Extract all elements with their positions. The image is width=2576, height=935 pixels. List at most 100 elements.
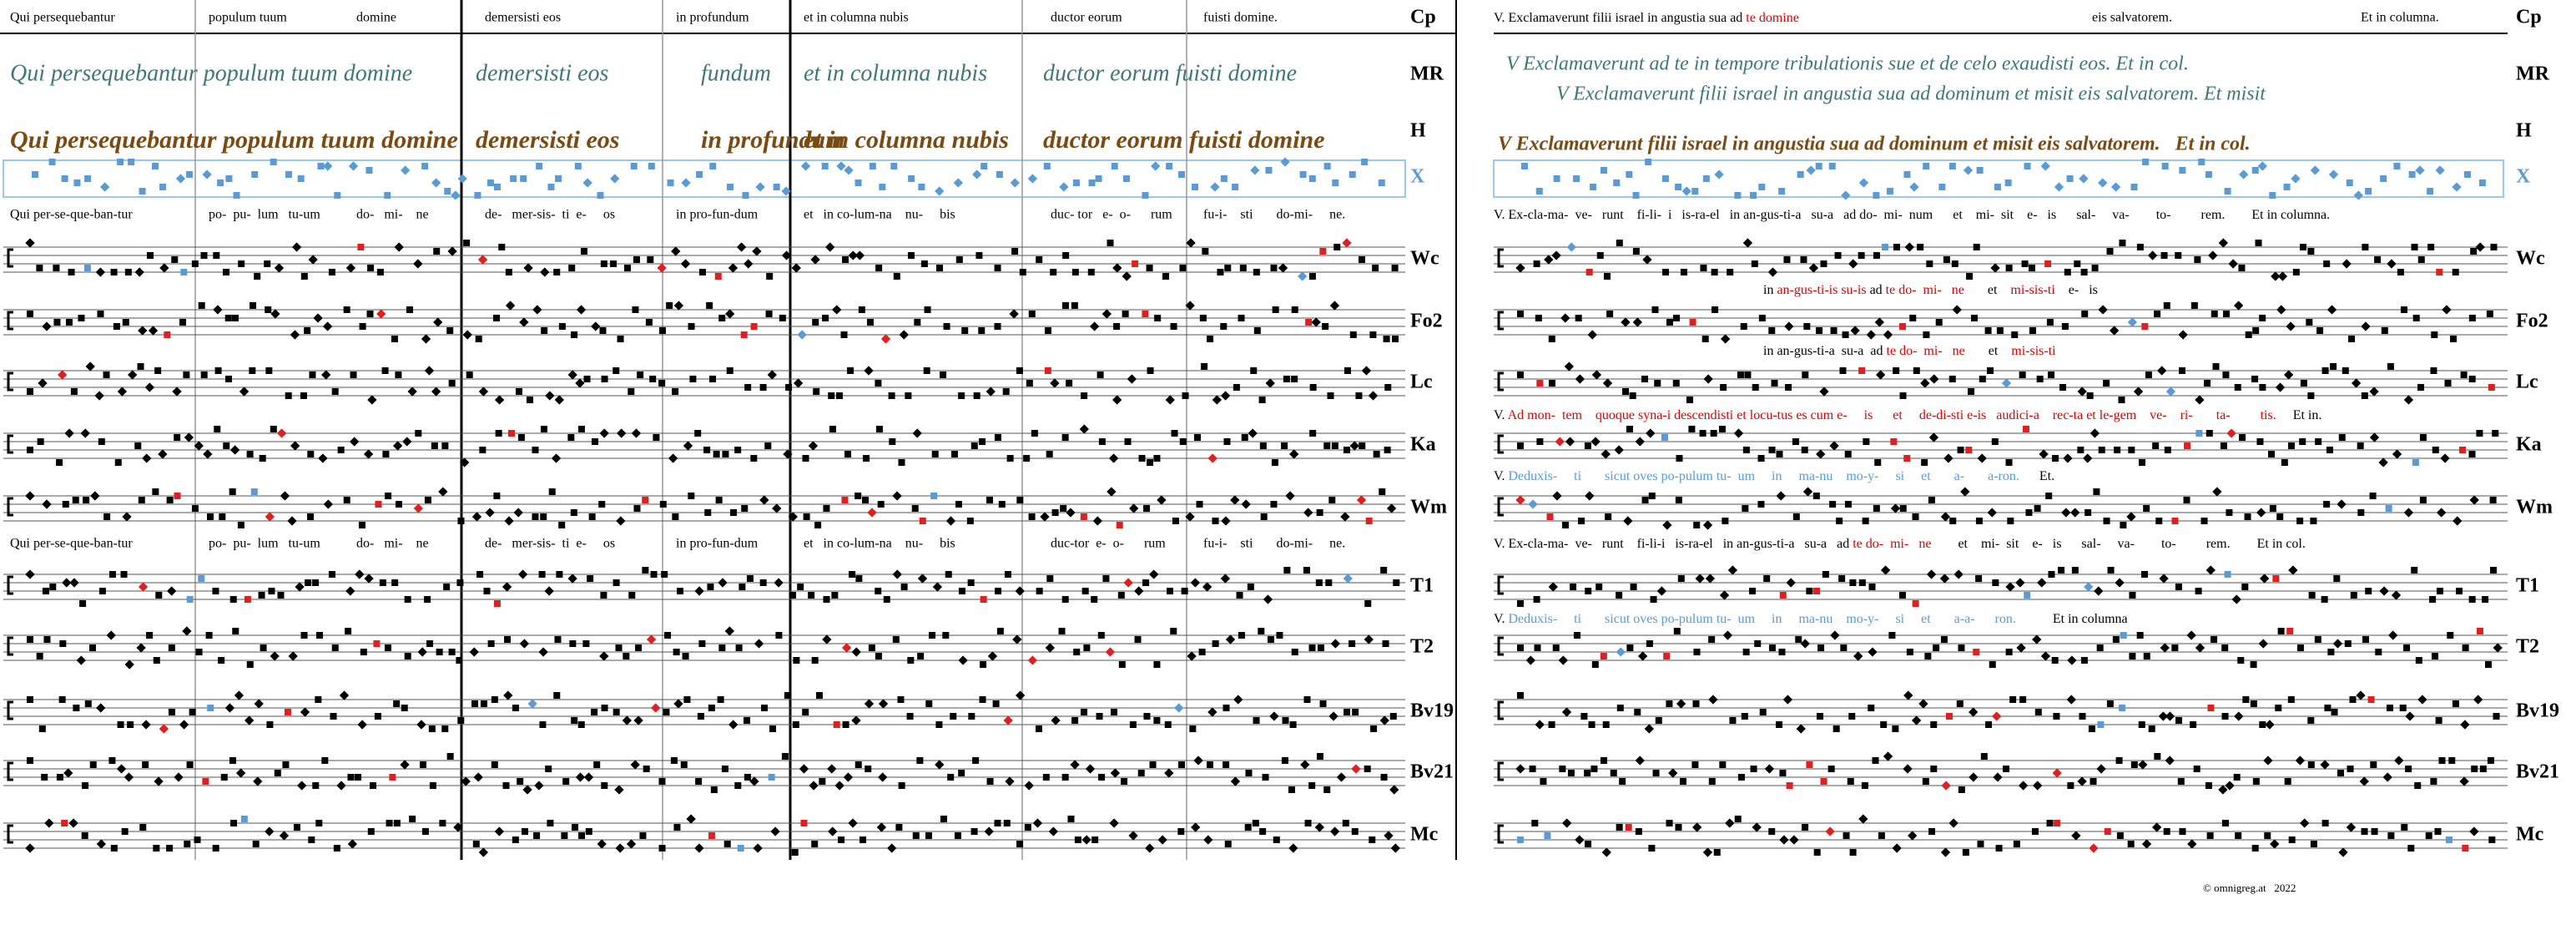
neume bbox=[532, 513, 539, 520]
neume bbox=[630, 760, 640, 770]
header-text: et in columna nubis bbox=[804, 11, 909, 25]
neume bbox=[494, 826, 505, 836]
siglum: Ka bbox=[2516, 434, 2542, 456]
neume bbox=[1384, 384, 1392, 391]
neume bbox=[1792, 513, 1800, 520]
neume bbox=[1861, 782, 1868, 789]
neume bbox=[2024, 592, 2031, 599]
neume bbox=[404, 596, 411, 603]
neume bbox=[1561, 707, 1572, 717]
neume bbox=[527, 699, 537, 709]
lyric: in an-gus-ti-a su-a ad te do- mi- ne et … bbox=[1763, 344, 2056, 358]
neume bbox=[1138, 455, 1146, 462]
neume bbox=[892, 491, 902, 501]
neume bbox=[1107, 487, 1117, 497]
neume bbox=[1016, 497, 1024, 503]
neume bbox=[375, 501, 382, 508]
neume bbox=[2044, 260, 2052, 267]
neume bbox=[229, 445, 240, 455]
neume bbox=[381, 367, 389, 374]
neume bbox=[1909, 315, 1917, 321]
h-text: Qui persequebantur populum tuum domine bbox=[10, 126, 458, 154]
neume bbox=[2096, 764, 2106, 774]
neume bbox=[2380, 175, 2387, 182]
neume bbox=[106, 630, 116, 640]
neume bbox=[2362, 636, 2369, 643]
neume bbox=[527, 397, 534, 403]
h-text: in profundum bbox=[701, 126, 845, 154]
lyric-segment: V. Ex-cla-ma- ve- runt fi-li- i is-ra-el… bbox=[1494, 208, 2330, 222]
neume bbox=[1689, 319, 1696, 326]
neume bbox=[1565, 437, 1575, 447]
neume bbox=[431, 442, 438, 449]
lyric-segment: V. Ex-cla-ma- ve- runt fi-li-i is-ra-el … bbox=[1494, 537, 1853, 551]
neume bbox=[767, 370, 777, 380]
staff bbox=[1494, 426, 2508, 468]
neume bbox=[2431, 331, 2438, 338]
neume bbox=[1771, 380, 1778, 387]
neume bbox=[2136, 244, 2144, 250]
neume bbox=[2452, 182, 2462, 192]
neume bbox=[994, 820, 1001, 826]
neume bbox=[734, 782, 742, 789]
lyric-segment: Deduxis- ti sicut oves po-pulum tu- um i… bbox=[1509, 612, 2016, 626]
neume bbox=[854, 761, 862, 768]
neume bbox=[1045, 643, 1055, 653]
neume bbox=[577, 721, 585, 728]
x-staff-box bbox=[1493, 159, 2504, 198]
neume bbox=[240, 816, 248, 822]
neume bbox=[749, 776, 759, 786]
neume bbox=[536, 163, 543, 169]
neume bbox=[2007, 518, 2014, 524]
neume bbox=[61, 820, 68, 826]
neume bbox=[2370, 761, 2377, 768]
staff bbox=[1494, 301, 2508, 344]
neume bbox=[855, 575, 863, 582]
neume bbox=[1930, 766, 1938, 772]
neume bbox=[428, 725, 436, 732]
neume bbox=[1517, 644, 1524, 651]
neume bbox=[2205, 782, 2212, 789]
neume bbox=[698, 640, 706, 647]
neume bbox=[823, 596, 830, 603]
neume bbox=[2346, 822, 2357, 832]
neume bbox=[166, 845, 174, 852]
neume bbox=[708, 705, 715, 711]
neume bbox=[1763, 575, 1771, 582]
lyric: V. Ex-cla-ma- ve- runt fi-li-i is-ra-el … bbox=[1494, 537, 2306, 551]
neume bbox=[513, 508, 523, 518]
neume bbox=[2459, 776, 2469, 786]
neume bbox=[2241, 584, 2249, 590]
neume bbox=[358, 522, 365, 528]
neume bbox=[863, 455, 870, 462]
neume bbox=[2333, 575, 2341, 582]
neume bbox=[1806, 588, 1813, 594]
neume bbox=[214, 367, 222, 374]
neume bbox=[1533, 596, 1540, 603]
neume bbox=[2157, 366, 2167, 376]
neume bbox=[2357, 442, 2364, 449]
neume bbox=[1679, 778, 1686, 785]
neume bbox=[1834, 252, 1842, 259]
header-text: in profundum bbox=[676, 11, 749, 25]
neume bbox=[744, 259, 754, 269]
neume bbox=[875, 588, 882, 594]
neume bbox=[832, 305, 842, 315]
neume bbox=[317, 163, 325, 169]
siglum: Bv21 bbox=[2516, 761, 2559, 783]
neume bbox=[2143, 653, 2150, 660]
neume bbox=[1036, 256, 1043, 263]
lyric: do- mi- ne bbox=[356, 208, 429, 222]
neume bbox=[994, 265, 1001, 271]
neume bbox=[1825, 826, 1835, 836]
neume bbox=[1906, 649, 1913, 655]
neume bbox=[2438, 757, 2446, 764]
neume bbox=[1364, 766, 1371, 772]
neume bbox=[2165, 711, 2175, 721]
neume bbox=[1105, 647, 1116, 657]
neume bbox=[633, 256, 640, 263]
neume bbox=[471, 700, 479, 707]
neume bbox=[1314, 822, 1325, 832]
neume bbox=[1088, 179, 1096, 186]
neume bbox=[331, 644, 339, 651]
